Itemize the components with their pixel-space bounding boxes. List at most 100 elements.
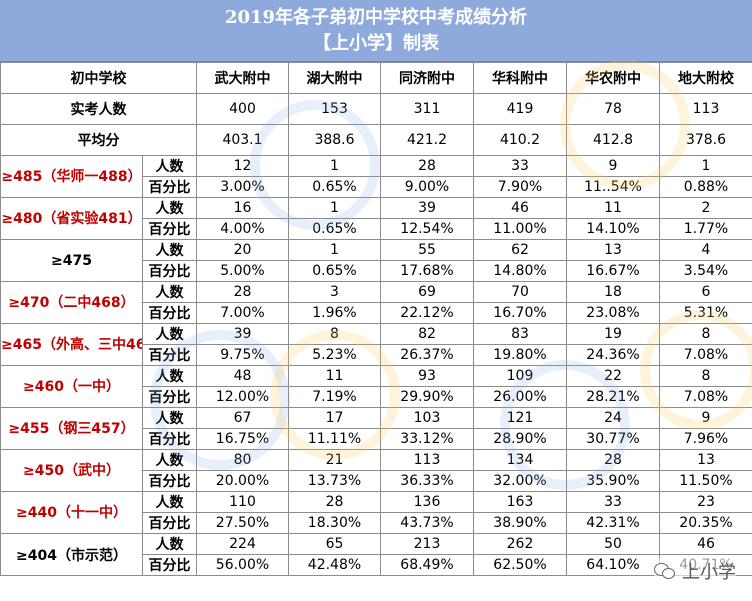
count-sublabel: 人数: [142, 323, 197, 345]
percent-cell: 17.68%: [380, 260, 474, 282]
count-cell: 4: [659, 239, 752, 261]
percent-cell: 42.48%: [288, 554, 381, 576]
percent-cell: 14.10%: [566, 218, 660, 240]
count-sublabel: 人数: [142, 491, 197, 513]
average-cell: 412.8: [566, 124, 660, 156]
count-sublabel: 人数: [142, 155, 197, 177]
count-cell: 262: [473, 533, 567, 555]
count-cell: 33: [473, 155, 567, 177]
band-percent-row: 百分比 4.00% 0.65% 12.54% 11.00% 14.10% 1.77%: [1, 218, 752, 240]
wechat-icon: [654, 563, 676, 579]
count-cell: 46: [659, 533, 752, 555]
percent-cell: 16.67%: [566, 260, 660, 282]
count-cell: 2: [659, 197, 752, 219]
count-cell: 9: [659, 407, 752, 429]
band-label: ≥455（钢三457）: [0, 407, 143, 450]
count-sublabel: 人数: [142, 365, 197, 387]
count-cell: 224: [196, 533, 289, 555]
count-cell: 8: [659, 365, 752, 387]
percent-cell: 0.65%: [288, 260, 381, 282]
percent-cell: 1.96%: [288, 302, 381, 324]
percent-cell: 3.54%: [659, 260, 752, 282]
percent-cell: 27.50%: [196, 512, 289, 534]
band-label: ≥440（十一中）: [0, 491, 143, 534]
count-cell: 136: [380, 491, 474, 513]
count-cell: 113: [380, 449, 474, 471]
percent-sublabel: 百分比: [142, 302, 197, 324]
school-name: 湖大附中: [288, 62, 381, 94]
count-cell: 110: [196, 491, 289, 513]
count-cell: 12: [196, 155, 289, 177]
page-subtitle: 【上小学】制表: [313, 33, 439, 54]
exam-count-cell: 311: [380, 93, 474, 125]
exam-count-row: 实考人数 400 153 311 419 78 113: [0, 93, 752, 125]
count-cell: 1: [288, 155, 381, 177]
percent-cell: 22.12%: [380, 302, 474, 324]
count-cell: 13: [659, 449, 752, 471]
title-banner: 2019年各子弟初中学校中考成绩分析 【上小学】制表: [0, 0, 752, 62]
percent-cell: 0.88%: [659, 176, 752, 198]
count-cell: 11: [566, 197, 660, 219]
band-count-row: ≥480（省实验481） 人数 16 1 39 46 11 2: [0, 197, 752, 240]
band-count-row: ≥465（外高、三中464 人数 39 8 82 83 19 8: [0, 323, 752, 366]
count-cell: 93: [380, 365, 474, 387]
count-cell: 22: [566, 365, 660, 387]
percent-cell: 5.00%: [196, 260, 289, 282]
count-cell: 8: [288, 323, 381, 345]
percent-sublabel: 百分比: [142, 218, 197, 240]
school-header-label: 初中学校: [0, 62, 197, 94]
percent-cell: 11..54%: [566, 176, 660, 198]
percent-cell: 5.23%: [288, 344, 381, 366]
percent-cell: 24.36%: [566, 344, 660, 366]
band-count-row: ≥440（十一中） 人数 110 28 136 163 33 23: [0, 491, 752, 534]
percent-cell: 11.00%: [473, 218, 567, 240]
band-percent-row: 百分比 3.00% 0.65% 9.00% 7.90% 11..54% 0.88%: [1, 176, 752, 198]
average-cell: 388.6: [288, 124, 381, 156]
count-cell: 134: [473, 449, 567, 471]
percent-sublabel: 百分比: [142, 260, 197, 282]
percent-cell: 0.65%: [288, 218, 381, 240]
count-cell: 163: [473, 491, 567, 513]
count-sublabel: 人数: [142, 281, 197, 303]
count-cell: 28: [380, 155, 474, 177]
percent-cell: 26.37%: [380, 344, 474, 366]
percent-sublabel: 百分比: [142, 428, 197, 450]
percent-sublabel: 百分比: [142, 176, 197, 198]
percent-cell: 35.90%: [566, 470, 660, 492]
school-name: 地大附校: [659, 62, 752, 94]
count-cell: 109: [473, 365, 567, 387]
count-cell: 62: [473, 239, 567, 261]
count-cell: 55: [380, 239, 474, 261]
count-cell: 18: [566, 281, 660, 303]
count-cell: 16: [196, 197, 289, 219]
percent-cell: 7.96%: [659, 428, 752, 450]
band-label: ≥404（市示范）: [0, 533, 143, 576]
count-cell: 1: [659, 155, 752, 177]
percent-cell: 5.31%: [659, 302, 752, 324]
percent-cell: 3.00%: [196, 176, 289, 198]
band-label: ≥450（武中）: [0, 449, 143, 492]
percent-cell: 43.73%: [380, 512, 474, 534]
count-cell: 28: [288, 491, 381, 513]
percent-cell: 30.77%: [566, 428, 660, 450]
percent-sublabel: 百分比: [142, 470, 197, 492]
count-cell: 213: [380, 533, 474, 555]
exam-count-cell: 419: [473, 93, 567, 125]
count-cell: 83: [473, 323, 567, 345]
percent-cell: 62.50%: [473, 554, 567, 576]
band-label: ≥470（二中468）: [0, 281, 143, 324]
exam-count-cell: 400: [196, 93, 289, 125]
percent-cell: 26.00%: [473, 386, 567, 408]
percent-cell: 42.31%: [566, 512, 660, 534]
band-count-row: ≥485（华师一488） 人数 12 1 28 33 9 1: [0, 155, 752, 198]
count-cell: 82: [380, 323, 474, 345]
count-cell: 80: [196, 449, 289, 471]
band-label: ≥480（省实验481）: [0, 197, 143, 240]
percent-cell: 20.00%: [196, 470, 289, 492]
score-table: 初中学校 武大附中 湖大附中 同济附中 华科附中 华农附中 地大附校 实考人数 …: [0, 62, 752, 576]
count-sublabel: 人数: [142, 239, 197, 261]
percent-cell: 1.77%: [659, 218, 752, 240]
count-sublabel: 人数: [142, 407, 197, 429]
percent-cell: 7.19%: [288, 386, 381, 408]
count-cell: 1: [288, 239, 381, 261]
